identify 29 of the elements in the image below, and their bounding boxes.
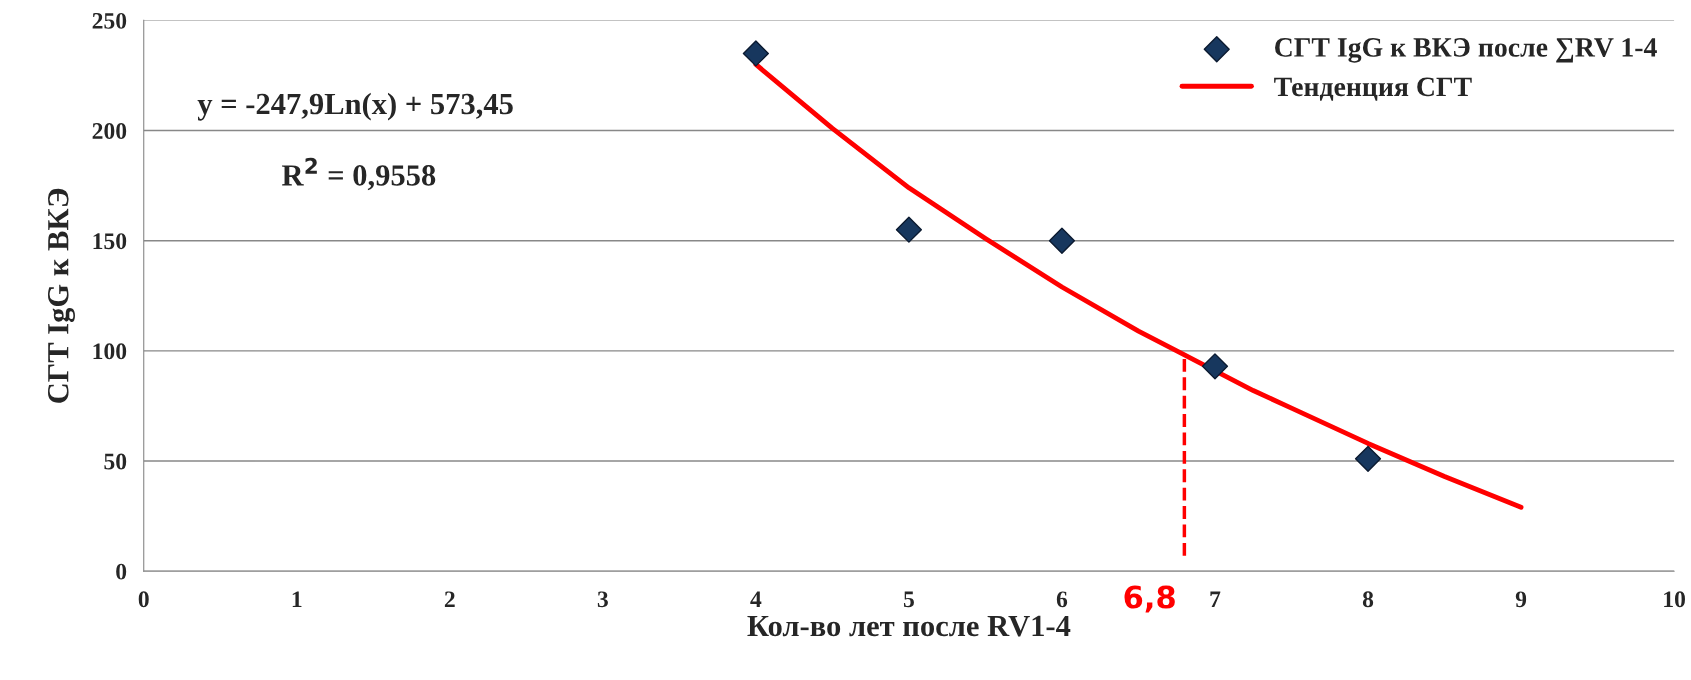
x-tick-label: 4 xyxy=(750,591,762,608)
y-tick-label: 200 xyxy=(92,123,127,139)
y-tick-label: 100 xyxy=(93,343,127,360)
x-tick-label: 0 xyxy=(138,591,149,608)
point xyxy=(1201,353,1229,380)
y-axis-title: СГТ IgG к ВКЭ xyxy=(48,188,75,403)
y-tick-label: 150 xyxy=(93,233,127,250)
y-tick-label: 50 xyxy=(104,453,127,470)
legend-label: Тенденция СГТ xyxy=(1274,77,1472,101)
x-tick-label: 5 xyxy=(903,591,914,608)
x-tick-label: 2 xyxy=(444,591,455,608)
x-tick-label: 6 xyxy=(1056,591,1068,608)
annotation: y = -247,9Ln(x) + 573,45 xyxy=(197,92,513,121)
annotation: R$^{2}$ = 0,9558 xyxy=(281,157,436,191)
legend-label: СГТ IgG к ВКЭ после ∑RV 1-4 xyxy=(1275,38,1657,63)
x-tick-label: 3 xyxy=(597,591,608,608)
point xyxy=(1048,227,1076,254)
x-tick-label: 10 xyxy=(1664,591,1685,608)
x-tick-label: 7 xyxy=(1210,591,1221,608)
y-tick-label: 250 xyxy=(92,12,127,29)
x-axis-title: Кол-во лет после RV1-4 xyxy=(747,615,1071,637)
point xyxy=(742,40,769,67)
point xyxy=(1354,445,1382,472)
point xyxy=(895,216,923,243)
x-tick-label: 8 xyxy=(1362,591,1374,608)
ref-line-label: 6,8 xyxy=(1124,585,1175,613)
x-tick-label: 1 xyxy=(292,591,302,608)
y-tick-label: 0 xyxy=(116,563,127,580)
x-tick-label: 9 xyxy=(1515,591,1527,608)
